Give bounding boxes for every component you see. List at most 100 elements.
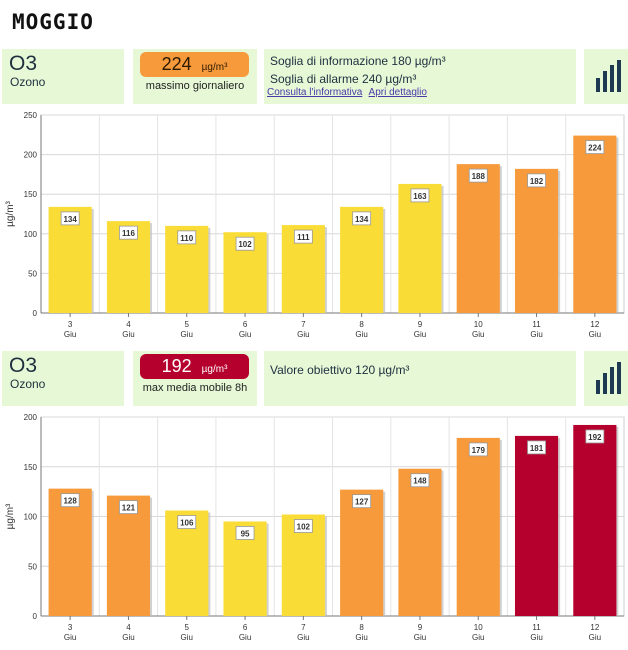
x-tick-label: Giu — [239, 330, 251, 339]
value-label: max media mobile 8h — [142, 382, 248, 394]
x-tick-label: 7 — [301, 623, 306, 632]
pollutant-box: O3 Ozono — [2, 49, 124, 104]
data-label: 111 — [297, 233, 310, 242]
bar — [456, 164, 500, 313]
x-tick-label: 4 — [126, 320, 131, 329]
y-tick-label: 0 — [33, 309, 38, 318]
data-label: 128 — [63, 497, 77, 506]
data-label-box — [410, 188, 430, 203]
x-tick-label: Giu — [414, 633, 426, 642]
y-tick-label: 150 — [24, 190, 38, 199]
pollutant-name: Ozono — [10, 377, 46, 391]
data-label: 134 — [63, 215, 77, 224]
data-label-box — [119, 225, 138, 240]
data-label: 181 — [530, 444, 544, 453]
info-threshold: Soglia di informazione 180 µg/m³ — [270, 54, 446, 68]
data-label: 102 — [238, 240, 252, 249]
bar — [514, 435, 559, 616]
value-box: 224 µg/m³ massimo giornaliero — [133, 49, 257, 104]
data-label: 121 — [122, 504, 136, 513]
x-tick-label: Giu — [122, 330, 134, 339]
x-tick-label: Giu — [414, 330, 426, 339]
data-label: 148 — [413, 477, 427, 486]
data-label: 188 — [472, 172, 486, 181]
data-label-box — [468, 442, 488, 457]
data-label-box — [235, 236, 255, 251]
x-tick-label: 12 — [590, 320, 599, 329]
x-tick-label: Giu — [181, 633, 193, 642]
y-axis-label: µg/m³ — [5, 200, 16, 226]
y-axis-label: µg/m³ — [5, 503, 16, 529]
bar — [398, 468, 442, 616]
data-label-box — [352, 211, 372, 226]
data-label-box — [119, 500, 138, 515]
chart-toggle-button[interactable] — [584, 49, 628, 104]
x-tick-label: 9 — [418, 320, 423, 329]
data-label-box — [527, 440, 546, 455]
x-tick-label: Giu — [472, 633, 484, 642]
data-label: 102 — [297, 523, 311, 532]
data-label: 224 — [588, 144, 602, 153]
y-tick-label: 50 — [28, 562, 37, 571]
x-tick-label: 7 — [301, 320, 306, 329]
data-label-box — [60, 493, 80, 508]
target-info-box: Valore obiettivo 120 µg/m³ — [264, 351, 576, 406]
y-tick-label: 200 — [24, 413, 38, 422]
bar-chart-icon — [596, 60, 621, 92]
chart-toggle-button[interactable] — [584, 351, 628, 406]
x-tick-label: 11 — [532, 623, 541, 632]
data-label-box — [293, 229, 313, 244]
x-tick-label: Giu — [239, 633, 251, 642]
data-label: 179 — [472, 446, 486, 455]
pollutant-code: O3 — [9, 52, 38, 75]
value-number: 224 — [161, 54, 192, 74]
x-tick-label: Giu — [297, 330, 309, 339]
data-label-box — [585, 429, 605, 444]
y-tick-label: 200 — [24, 151, 38, 160]
x-tick-label: Giu — [122, 633, 134, 642]
x-tick-label: 8 — [359, 623, 364, 632]
x-tick-label: Giu — [181, 330, 193, 339]
data-label-box — [177, 230, 197, 245]
x-tick-label: Giu — [472, 330, 484, 339]
bar — [573, 135, 617, 313]
x-tick-label: Giu — [355, 330, 367, 339]
x-tick-label: 3 — [68, 623, 73, 632]
data-label-box — [177, 515, 197, 529]
pollutant-code: O3 — [9, 354, 38, 377]
y-tick-label: 250 — [24, 111, 38, 120]
bar — [398, 183, 442, 313]
bar — [48, 488, 92, 616]
x-tick-label: Giu — [530, 633, 542, 642]
x-tick-label: Giu — [589, 330, 601, 339]
x-tick-label: 10 — [474, 623, 483, 632]
x-tick-label: 12 — [590, 623, 599, 632]
threshold-info-box: Soglia di informazione 180 µg/m³ Soglia … — [264, 49, 576, 104]
data-label: 134 — [355, 215, 369, 224]
data-label: 95 — [241, 529, 250, 538]
pollutant-name: Ozono — [10, 75, 46, 89]
pollutant-box: O3 Ozono — [2, 351, 124, 406]
x-tick-label: 10 — [474, 320, 483, 329]
data-label-box — [468, 168, 488, 183]
bar-chart-max-moving-average: 050100150200µg/m³1283Giu1214Giu1065Giu95… — [5, 413, 625, 642]
x-tick-label: Giu — [297, 633, 309, 642]
x-tick-label: 9 — [418, 623, 423, 632]
bar-chart-icon — [596, 362, 621, 394]
consulta-informativa-link[interactable]: Consulta l'informativa — [267, 87, 363, 98]
value-label: massimo giornaliero — [145, 80, 245, 92]
data-label-box — [235, 526, 255, 540]
info-links: Consulta l'informativa Apri dettaglio — [267, 87, 431, 98]
data-label-box — [410, 473, 430, 488]
data-label: 116 — [122, 229, 135, 238]
x-tick-label: 6 — [243, 623, 248, 632]
apri-dettaglio-link[interactable]: Apri dettaglio — [368, 87, 427, 98]
bar — [106, 495, 151, 616]
data-label-box — [585, 140, 605, 154]
x-tick-label: Giu — [64, 633, 76, 642]
data-label: 163 — [413, 192, 427, 201]
bar — [456, 437, 500, 616]
data-label: 192 — [588, 433, 602, 442]
city-title: MOGGIO — [12, 10, 94, 34]
